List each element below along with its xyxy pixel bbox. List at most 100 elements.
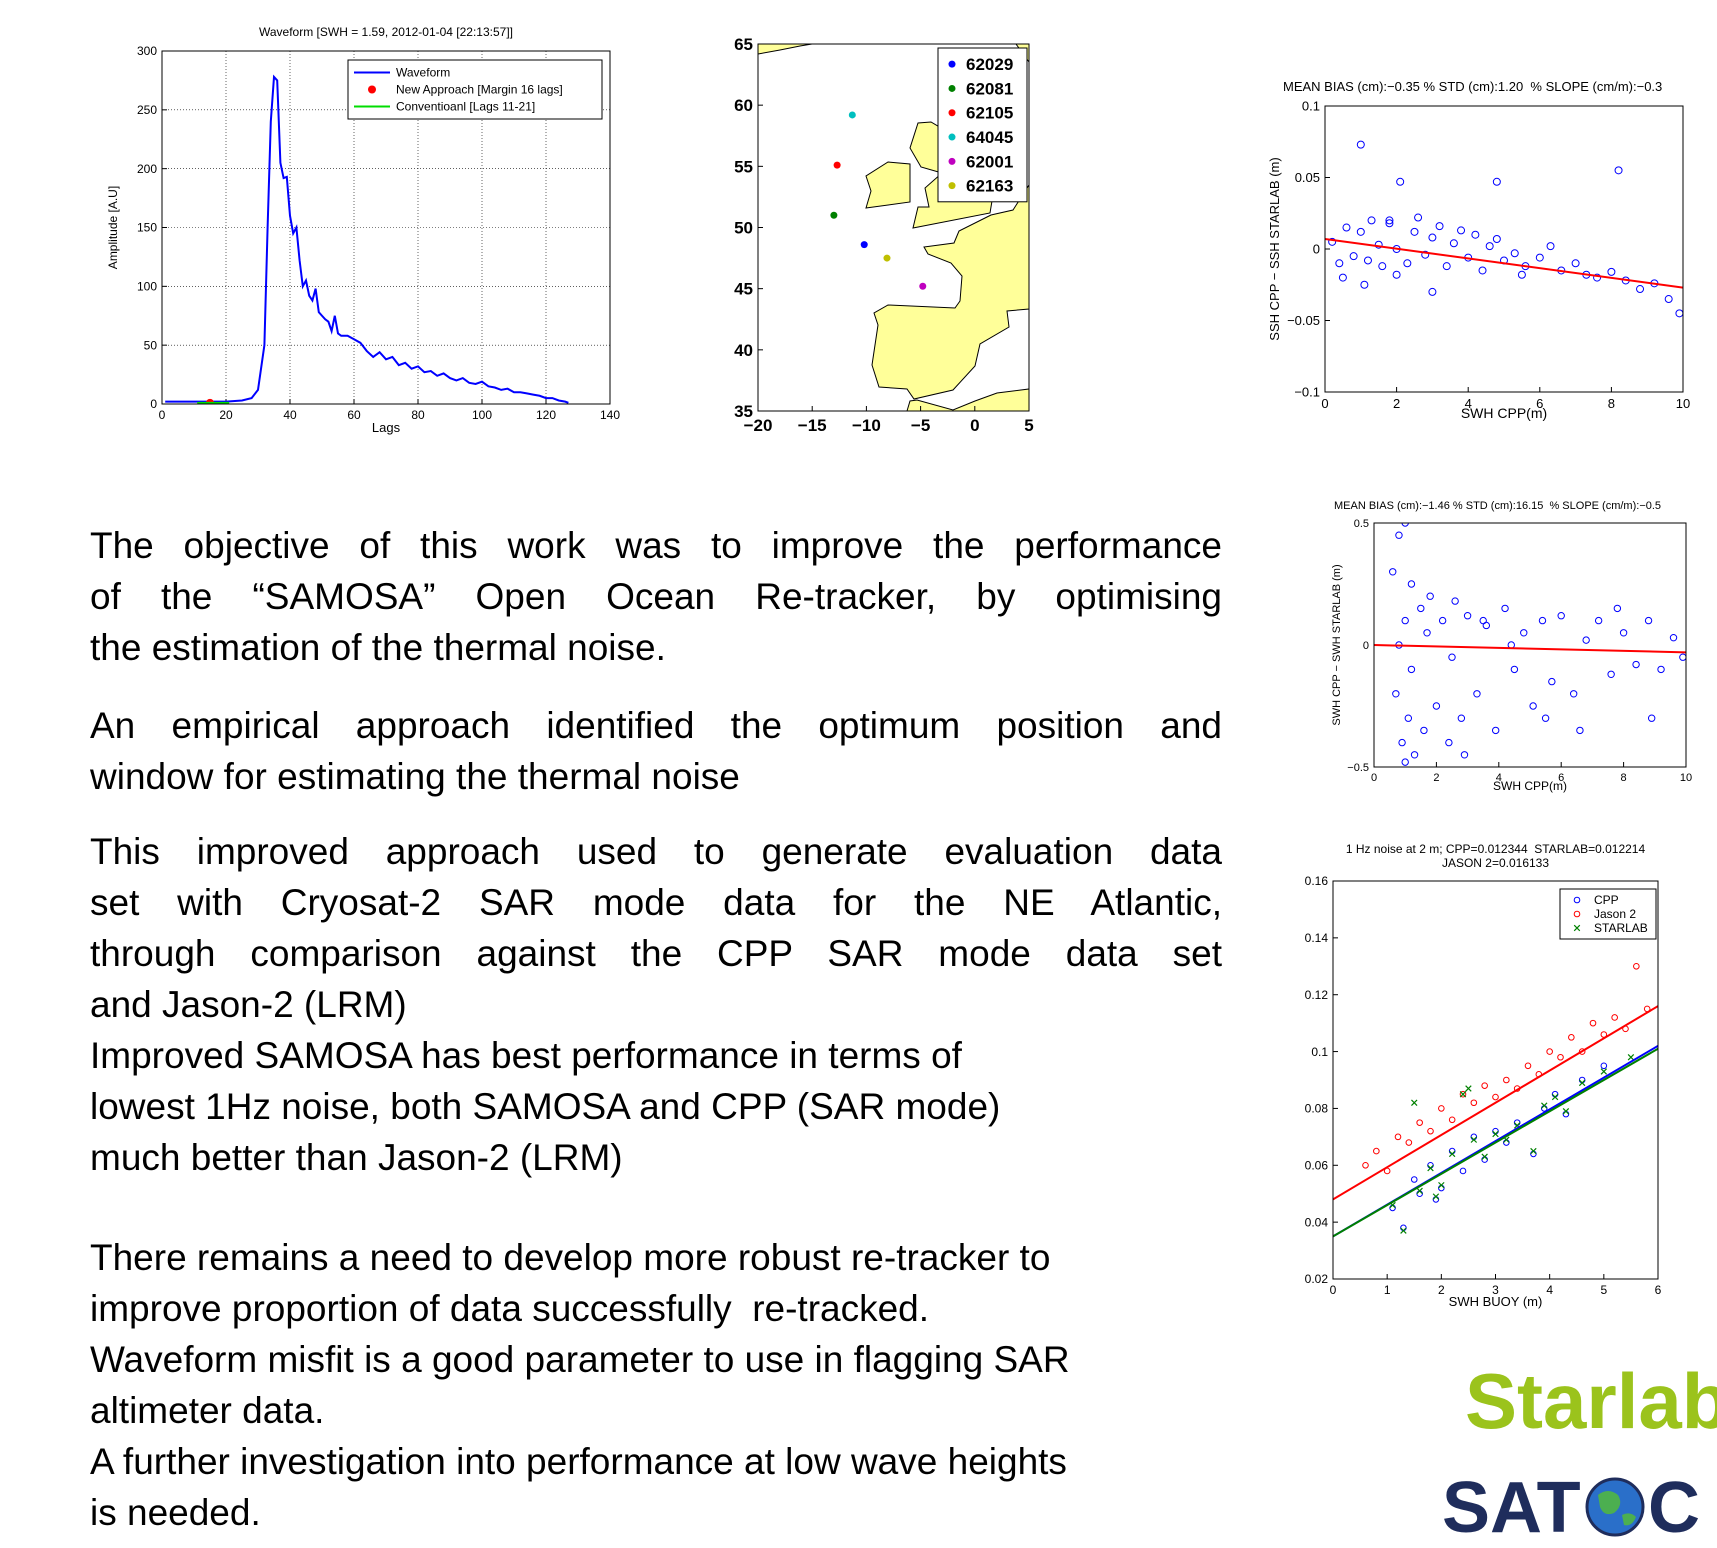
- data-point: [1407, 665, 1416, 674]
- data-point: [1421, 250, 1430, 259]
- x-tick-label: 8: [1621, 772, 1627, 784]
- data-point: [1374, 240, 1383, 249]
- data-point: [1405, 1139, 1413, 1146]
- data-point: [1438, 1181, 1445, 1189]
- legend-swatch: [1573, 896, 1581, 904]
- text-line: lowest 1Hz noise, both SAMOSA and CPP (S…: [90, 1086, 1001, 1127]
- y-tick-label: 150: [137, 221, 157, 235]
- x-tick-label: 0: [1371, 772, 1377, 784]
- y-tick-label: 0.05: [1295, 170, 1320, 185]
- text-line: There remains a need to develop more rob…: [90, 1237, 1051, 1278]
- y-tick-label: 0.16: [1305, 874, 1329, 888]
- axes-frame: [1324, 105, 1684, 393]
- text-line: through comparison against the CPP SAR m…: [90, 933, 1222, 974]
- data-point: [1367, 216, 1376, 225]
- logos: Starlab SAT C: [1442, 1357, 1717, 1548]
- x-tick-label: 6: [1655, 1283, 1662, 1297]
- paragraph: There remains a need to develop more rob…: [90, 1232, 1222, 1334]
- legend-label: Conventioanl [Lags 11-21]: [396, 100, 535, 114]
- text-line: altimeter data.: [90, 1390, 325, 1431]
- paragraph: Improved SAMOSA has best performance in …: [90, 1030, 1222, 1183]
- axes-frame: [757, 43, 1030, 412]
- axes-frame: [1373, 522, 1687, 768]
- data-point: [1679, 653, 1686, 661]
- data-point: [1463, 612, 1472, 620]
- x-tick-label: −20: [744, 416, 773, 435]
- x-tick-label: 10: [1680, 772, 1692, 784]
- legend-label: 62163: [966, 177, 1013, 196]
- data-point: [1417, 604, 1425, 613]
- data-point: [1401, 758, 1409, 766]
- x-tick-label: 120: [536, 408, 556, 422]
- data-point: [1400, 1227, 1407, 1234]
- legend-swatch: [1573, 924, 1581, 932]
- data-point: [1578, 1079, 1586, 1087]
- data-point: [1551, 1093, 1559, 1101]
- y-tick-label: 0.14: [1305, 931, 1329, 945]
- paragraph: An empirical approach identified the opt…: [90, 700, 1222, 802]
- data-point: [1378, 262, 1387, 271]
- data-point: [1426, 592, 1434, 600]
- x-tick-label: 40: [283, 408, 297, 422]
- x-tick-label: 2: [1433, 772, 1439, 784]
- chart-title: Waveform [SWH = 1.59, 2012-01-04 [22:13:…: [259, 25, 513, 39]
- x-tick-label: 0: [970, 416, 979, 435]
- data-point: [1557, 612, 1565, 620]
- y-tick-label: 50: [734, 218, 753, 237]
- data-point: [1470, 1099, 1478, 1107]
- data-point: [1664, 295, 1673, 304]
- data-point: [1548, 677, 1556, 686]
- data-point: [1385, 216, 1394, 225]
- y-tick-label: 60: [734, 96, 753, 115]
- series-line: [1333, 1047, 1658, 1238]
- data-point: [1423, 629, 1431, 637]
- data-point: [1428, 287, 1437, 296]
- x-tick-label: 80: [411, 408, 425, 422]
- plot-area: [1374, 523, 1686, 767]
- paragraph: Waveform misfit is a good parameter to u…: [90, 1334, 1222, 1436]
- data-point: [1571, 259, 1580, 268]
- x-tick-label: 1: [1384, 1283, 1391, 1297]
- data-point: [1582, 636, 1590, 644]
- chart-title: 1 Hz noise at 2 m; CPP=0.012344 STARLAB=…: [1346, 842, 1646, 856]
- y-tick-label: 0: [1363, 640, 1369, 652]
- data-point: [1562, 1108, 1570, 1115]
- data-point: [1459, 1090, 1467, 1098]
- data-point: [1529, 702, 1537, 710]
- plot: [1374, 523, 1686, 766]
- x-tick-label: 0: [159, 408, 166, 422]
- text-line: the estimation of the thermal noise.: [90, 627, 666, 668]
- legend-label: 62029: [966, 55, 1013, 74]
- data-point: [1517, 270, 1526, 279]
- data-point: [1503, 1076, 1510, 1084]
- data-point: [1613, 604, 1622, 613]
- data-point: [1389, 568, 1397, 576]
- text-line: Waveform misfit is a good parameter to u…: [90, 1339, 1070, 1380]
- data-point: [1335, 259, 1344, 268]
- data-point: [1438, 616, 1447, 625]
- text-line: and Jason-2 (LRM): [90, 984, 407, 1025]
- data-point: [919, 282, 927, 290]
- data-point: [1501, 604, 1509, 613]
- data-point: [1593, 273, 1602, 282]
- data-point: [1403, 259, 1412, 268]
- satoc-globe-land: [1598, 1491, 1636, 1526]
- y-tick-label: −0.1: [1294, 385, 1320, 400]
- text-line: of the “SAMOSA” Open Ocean Re-tracker, b…: [90, 576, 1222, 617]
- legend-swatch: [948, 109, 956, 117]
- data-point: [1362, 1161, 1369, 1169]
- data-point: [1594, 616, 1603, 625]
- x-tick-label: 0: [1321, 396, 1328, 411]
- data-point: [1442, 262, 1451, 271]
- data-point: [1398, 738, 1406, 747]
- data-point: [1435, 222, 1444, 231]
- text-line: A further investigation into performance…: [90, 1441, 1067, 1482]
- data-point: [1427, 1164, 1434, 1172]
- data-point: [1416, 1119, 1423, 1126]
- legend-label: 62105: [966, 104, 1013, 123]
- plot: [165, 74, 569, 404]
- body-text: The objective of this work was to improv…: [90, 520, 1222, 1538]
- data-point: [1416, 1187, 1423, 1195]
